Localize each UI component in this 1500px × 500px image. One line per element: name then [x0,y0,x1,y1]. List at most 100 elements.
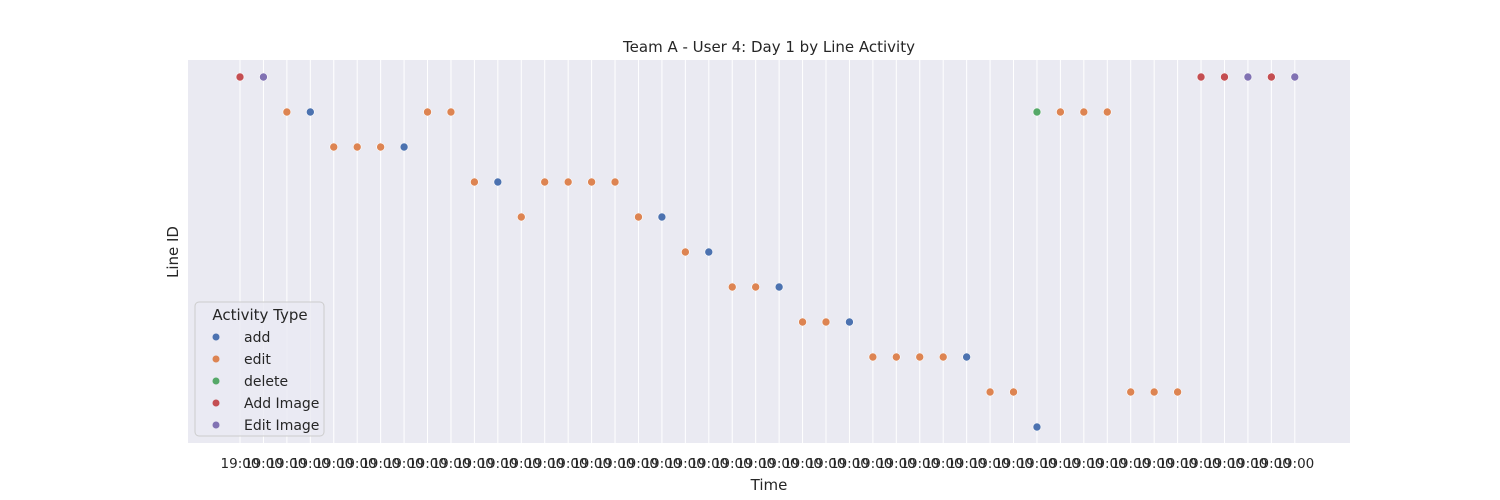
data-point [446,107,456,117]
data-point [1196,72,1206,82]
x-tick-label: 19:00 [760,456,799,472]
data-point [915,352,925,362]
x-tick-label: 19:00 [1041,456,1080,472]
x-tick-label: 19:00 [291,456,330,472]
x-tick-label: 19:00 [994,456,1033,472]
data-point [352,142,362,152]
x-tick-label: 19:00 [1158,456,1197,472]
x-tick-label: 19:00 [361,456,400,472]
x-tick-label: 19:00 [1064,456,1103,472]
x-tick-label: 19:00 [877,456,916,472]
x-tick-label: 19:00 [689,456,728,472]
data-point [868,352,878,362]
data-point [306,107,315,117]
x-tick-label: 19:00 [1228,456,1267,472]
data-point [985,387,995,397]
data-points [235,72,1300,432]
data-point [1032,422,1042,432]
x-axis-label: Time [750,476,788,494]
data-point [1032,107,1042,117]
legend-marker [212,377,220,385]
x-tick-label: 19:00 [666,456,705,472]
legend-label: Add Image [244,396,319,412]
x-tick-label: 19:00 [408,456,447,472]
x-tick-label: 19:00 [221,456,260,472]
x-tick-label: 19:00 [1275,456,1314,472]
x-tick-label: 19:00 [1111,456,1150,472]
data-point [1056,107,1065,117]
legend-label: delete [244,374,288,390]
legend-marker [212,355,220,363]
x-tick-label: 19:00 [619,456,658,472]
x-tick-label: 19:00 [314,456,353,472]
data-point [516,212,526,222]
data-point [1079,107,1089,117]
x-tick-label: 19:00 [385,456,424,472]
x-tick-label: 19:00 [478,456,517,472]
data-point [235,72,245,82]
data-point [329,142,339,152]
data-point [282,107,292,117]
x-tick-label: 19:00 [549,456,588,472]
data-point [774,282,784,292]
x-tick-label: 19:00 [1135,456,1174,472]
legend-label: add [244,330,270,346]
x-tick-label: 19:00 [853,456,892,472]
x-tick-label: 19:00 [338,456,377,472]
x-tick-label: 19:00 [924,456,963,472]
x-tick-label: 19:00 [596,456,635,472]
data-point [1149,387,1159,397]
data-point [1267,72,1276,82]
x-tick-label: 19:00 [900,456,939,472]
legend-marker [212,421,220,429]
data-point [540,177,550,187]
data-point [1220,72,1229,82]
data-point [259,72,268,82]
data-point [845,317,854,327]
data-point [727,282,737,292]
x-tick-label: 19:00 [267,456,306,472]
x-tick-labels: 19:0019:0019:0019:0019:0019:0019:0019:00… [221,456,1315,472]
data-point [1126,387,1136,397]
data-point [423,107,432,117]
data-point [798,317,807,327]
chart-title: Team A - User 4: Day 1 by Line Activity [622,38,915,56]
data-point [470,177,479,187]
plot-area [188,60,1350,443]
x-tick-label: 19:00 [525,456,564,472]
data-point [704,247,714,257]
x-tick-label: 19:00 [736,456,775,472]
x-tick-label: 19:00 [455,456,494,472]
data-point [821,317,831,327]
data-point [610,177,620,187]
data-point [681,247,690,257]
x-tick-label: 19:00 [971,456,1010,472]
data-point [634,212,643,222]
data-point [1009,387,1018,397]
x-tick-label: 19:00 [1205,456,1244,472]
data-point [1290,72,1300,82]
data-point [751,282,760,292]
x-tick-label: 19:00 [1182,456,1221,472]
data-point [1102,107,1112,117]
data-point [587,177,596,187]
x-tick-label: 19:00 [830,456,869,472]
x-tick-label: 19:00 [502,456,541,472]
data-point [962,352,971,362]
x-tick-label: 19:00 [642,456,681,472]
data-point [376,142,385,152]
x-tick-label: 19:00 [783,456,822,472]
legend-label: Edit Image [244,418,319,434]
data-point [657,212,667,222]
x-tick-label: 19:00 [1088,456,1127,472]
x-tick-label: 19:00 [572,456,611,472]
x-tick-label: 19:00 [432,456,471,472]
grid-lines [239,60,1296,443]
data-point [938,352,948,362]
x-tick-label: 19:00 [713,456,752,472]
data-point [892,352,901,362]
x-tick-label: 19:00 [244,456,283,472]
legend-marker [212,399,220,407]
legend-box [194,301,325,437]
